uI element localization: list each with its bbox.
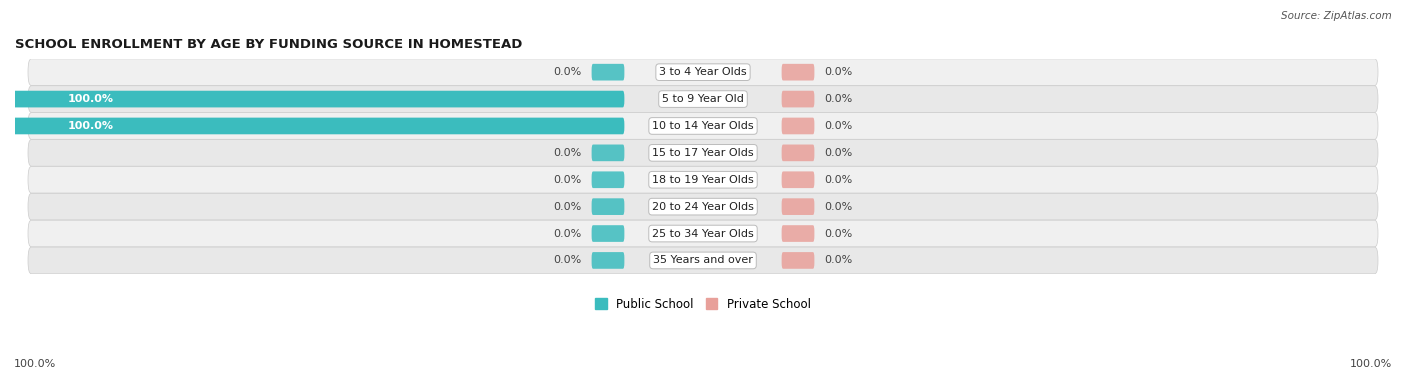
FancyBboxPatch shape [28, 86, 1378, 112]
Text: 100.0%: 100.0% [14, 359, 56, 369]
Text: 15 to 17 Year Olds: 15 to 17 Year Olds [652, 148, 754, 158]
FancyBboxPatch shape [782, 91, 814, 107]
FancyBboxPatch shape [782, 225, 814, 242]
Text: 20 to 24 Year Olds: 20 to 24 Year Olds [652, 202, 754, 211]
FancyBboxPatch shape [0, 91, 624, 107]
Text: 18 to 19 Year Olds: 18 to 19 Year Olds [652, 175, 754, 185]
FancyBboxPatch shape [28, 113, 1378, 139]
FancyBboxPatch shape [28, 59, 1378, 86]
Text: 0.0%: 0.0% [554, 202, 582, 211]
FancyBboxPatch shape [592, 172, 624, 188]
Legend: Public School, Private School: Public School, Private School [591, 293, 815, 315]
Text: Source: ZipAtlas.com: Source: ZipAtlas.com [1281, 11, 1392, 21]
FancyBboxPatch shape [0, 118, 624, 134]
FancyBboxPatch shape [782, 64, 814, 81]
Text: 100.0%: 100.0% [67, 94, 114, 104]
FancyBboxPatch shape [782, 198, 814, 215]
Text: 0.0%: 0.0% [824, 67, 852, 77]
Text: 100.0%: 100.0% [67, 121, 114, 131]
Text: 0.0%: 0.0% [554, 175, 582, 185]
FancyBboxPatch shape [28, 166, 1378, 193]
Text: 3 to 4 Year Olds: 3 to 4 Year Olds [659, 67, 747, 77]
FancyBboxPatch shape [28, 247, 1378, 274]
Text: 0.0%: 0.0% [824, 175, 852, 185]
FancyBboxPatch shape [592, 144, 624, 161]
Text: 0.0%: 0.0% [824, 202, 852, 211]
FancyBboxPatch shape [782, 172, 814, 188]
Text: 100.0%: 100.0% [1350, 359, 1392, 369]
Text: 0.0%: 0.0% [554, 67, 582, 77]
FancyBboxPatch shape [592, 225, 624, 242]
Text: 0.0%: 0.0% [554, 228, 582, 239]
Text: 0.0%: 0.0% [824, 256, 852, 265]
Text: 0.0%: 0.0% [554, 256, 582, 265]
Text: 0.0%: 0.0% [824, 94, 852, 104]
Text: SCHOOL ENROLLMENT BY AGE BY FUNDING SOURCE IN HOMESTEAD: SCHOOL ENROLLMENT BY AGE BY FUNDING SOUR… [15, 38, 523, 51]
FancyBboxPatch shape [592, 198, 624, 215]
Text: 35 Years and over: 35 Years and over [652, 256, 754, 265]
FancyBboxPatch shape [782, 144, 814, 161]
FancyBboxPatch shape [782, 252, 814, 269]
FancyBboxPatch shape [28, 220, 1378, 247]
Text: 5 to 9 Year Old: 5 to 9 Year Old [662, 94, 744, 104]
Text: 0.0%: 0.0% [554, 148, 582, 158]
Text: 0.0%: 0.0% [824, 148, 852, 158]
FancyBboxPatch shape [592, 64, 624, 81]
FancyBboxPatch shape [28, 139, 1378, 166]
FancyBboxPatch shape [28, 193, 1378, 220]
FancyBboxPatch shape [782, 118, 814, 134]
Text: 0.0%: 0.0% [824, 121, 852, 131]
FancyBboxPatch shape [592, 252, 624, 269]
Text: 25 to 34 Year Olds: 25 to 34 Year Olds [652, 228, 754, 239]
Text: 10 to 14 Year Olds: 10 to 14 Year Olds [652, 121, 754, 131]
Text: 0.0%: 0.0% [824, 228, 852, 239]
